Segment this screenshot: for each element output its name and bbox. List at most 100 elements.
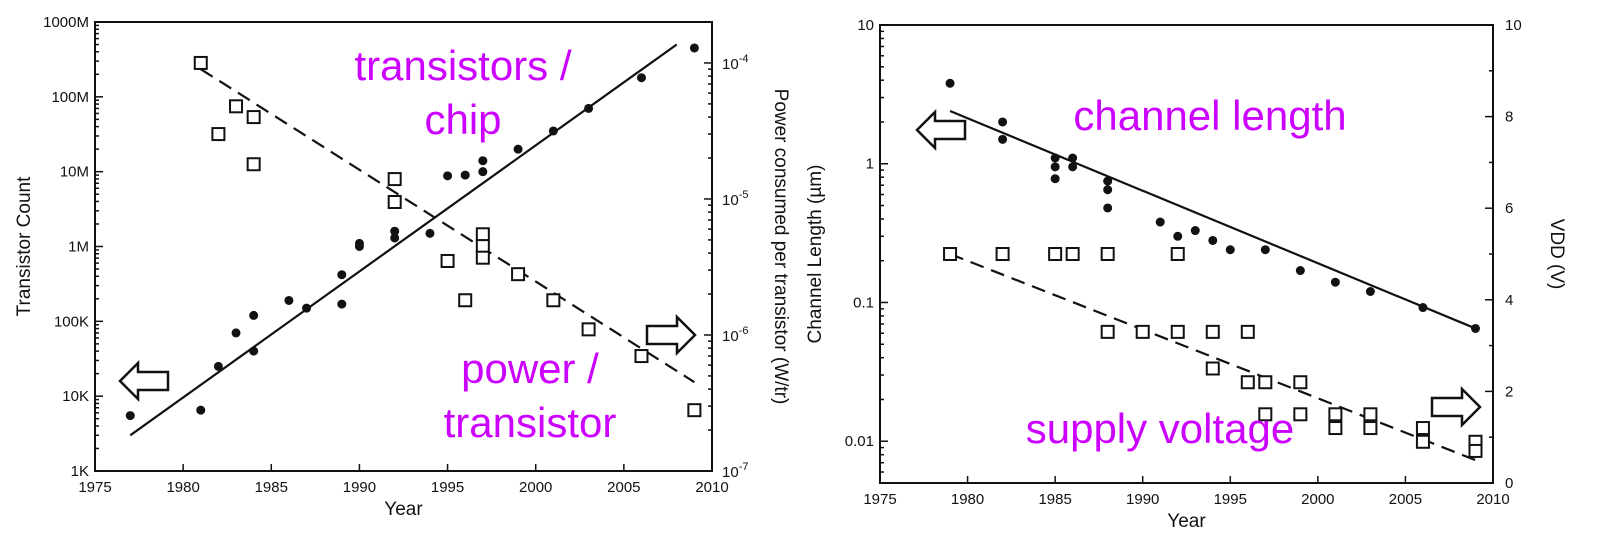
left-axis-arrow-icon: [118, 359, 170, 403]
open-square-point: [511, 267, 526, 282]
y2-tick-label: 6: [1505, 200, 1513, 217]
y2-tick-label: 2: [1505, 383, 1513, 400]
open-square-point: [1415, 421, 1430, 436]
open-square-point: [1293, 375, 1308, 390]
dashed-trend-line: [949, 252, 1476, 462]
filled-circle-point: [513, 144, 523, 154]
filled-circle-point: [1050, 153, 1060, 163]
open-square-point: [246, 157, 261, 172]
x-tick-label: 2005: [607, 479, 640, 496]
open-square-point: [458, 293, 473, 308]
filled-circle-point: [337, 299, 347, 309]
x-axis-title: Year: [1167, 511, 1206, 532]
filled-circle-point: [196, 405, 206, 415]
filled-circle-point: [425, 228, 435, 238]
filled-circle-point: [1103, 185, 1113, 195]
filled-circle-point: [1260, 245, 1270, 255]
open-square-point: [1240, 324, 1255, 339]
y2-tick-label: 0: [1505, 475, 1513, 492]
filled-circle-point: [249, 346, 259, 356]
y2-axis-title: Power consumed per transistor (W/tr): [770, 89, 791, 405]
annotation-label: power /: [461, 345, 599, 392]
filled-circle-point: [1173, 231, 1183, 241]
y-tick-label: 10M: [60, 164, 89, 181]
filled-circle-point: [1418, 303, 1428, 313]
open-square-point: [1205, 324, 1220, 339]
x-tick-label: 2005: [1389, 491, 1422, 508]
x-tick-label: 1990: [343, 479, 376, 496]
filled-circle-point: [689, 43, 699, 53]
y2-tick-label: 10: [1505, 17, 1522, 34]
filled-circle-point: [478, 167, 488, 177]
open-square-point: [634, 349, 649, 364]
y-tick-label: 100M: [51, 89, 89, 106]
open-square-point: [1100, 247, 1115, 261]
open-square-point: [1205, 361, 1220, 376]
filled-circle-point: [337, 270, 347, 280]
x-tick-label: 1975: [863, 491, 896, 508]
open-square-point: [229, 99, 244, 114]
open-square-point: [1363, 421, 1378, 436]
open-square-point: [1468, 443, 1483, 458]
open-square-point: [1415, 434, 1430, 449]
filled-circle-point: [390, 226, 400, 236]
annotation-label: chip: [424, 96, 501, 143]
filled-circle-point: [1365, 287, 1375, 297]
filled-circle-point: [636, 73, 646, 83]
x-tick-label: 1985: [255, 479, 288, 496]
right-axis-arrow-icon: [645, 313, 697, 357]
filled-circle-point: [1050, 162, 1060, 172]
filled-circle-point: [1068, 153, 1078, 163]
open-square-point: [1048, 247, 1063, 261]
open-square-point: [1100, 324, 1115, 339]
filled-circle-point: [584, 103, 594, 113]
annotation-label: supply voltage: [1026, 405, 1295, 452]
filled-circle-point: [1103, 176, 1113, 186]
open-square-point: [581, 322, 596, 337]
filled-circle-point: [354, 242, 364, 251]
x-tick-label: 1975: [78, 479, 111, 496]
x-tick-label: 2000: [519, 479, 552, 496]
x-tick-label: 1980: [951, 491, 984, 508]
y2-tick-label: 10-4: [722, 53, 748, 73]
open-square-point: [1170, 324, 1185, 339]
x-tick-label: 1990: [1126, 491, 1159, 508]
y-tick-label: 1000M: [43, 14, 89, 31]
left-axis-arrow-icon: [915, 108, 967, 152]
x-tick-label: 2010: [1476, 491, 1509, 508]
filled-circle-point: [548, 126, 558, 136]
y-tick-label: 0.01: [845, 433, 874, 450]
filled-circle-point: [460, 170, 470, 180]
filled-circle-point: [125, 411, 135, 421]
y-tick-label: 10K: [62, 388, 89, 405]
filled-circle-point: [231, 328, 241, 338]
dashed-trend-line: [200, 68, 695, 384]
open-square-point: [546, 293, 561, 308]
annotation-label: transistors /: [354, 42, 571, 89]
filled-circle-point: [1470, 323, 1480, 333]
channel-length-vdd-chart: 1975 1980 1985 1990 1995 2000 2005 2010Year0.01…: [805, 17, 1567, 532]
y2-tick-label: 10-7: [722, 461, 748, 481]
plot-frame: [94, 21, 713, 472]
open-square-point: [1328, 421, 1343, 436]
right-axis-arrow-icon: [1430, 385, 1482, 429]
open-square-point: [1135, 324, 1150, 339]
y2-tick-label: 10-6: [722, 325, 748, 345]
open-square-point: [1328, 407, 1343, 422]
filled-circle-point: [1330, 277, 1340, 287]
open-square-point: [1293, 407, 1308, 422]
open-square-point: [387, 172, 402, 187]
open-square-point: [440, 253, 455, 268]
x-tick-label: 1995: [1214, 491, 1247, 508]
filled-circle-point: [443, 171, 453, 181]
open-square-point: [475, 239, 490, 254]
open-square-point: [211, 127, 226, 142]
x-tick-label: 1995: [431, 479, 464, 496]
y2-tick-label: 4: [1505, 292, 1513, 309]
open-square-point: [1065, 247, 1080, 261]
y2-axis-title: VDD (V): [1546, 219, 1567, 290]
x-tick-label: 2010: [695, 479, 728, 496]
transistor-power-chart: 1975 1980 1985 1990 1995 2000 2005 2010 Year 1K 10…: [14, 14, 791, 520]
open-square-point: [1258, 375, 1273, 390]
